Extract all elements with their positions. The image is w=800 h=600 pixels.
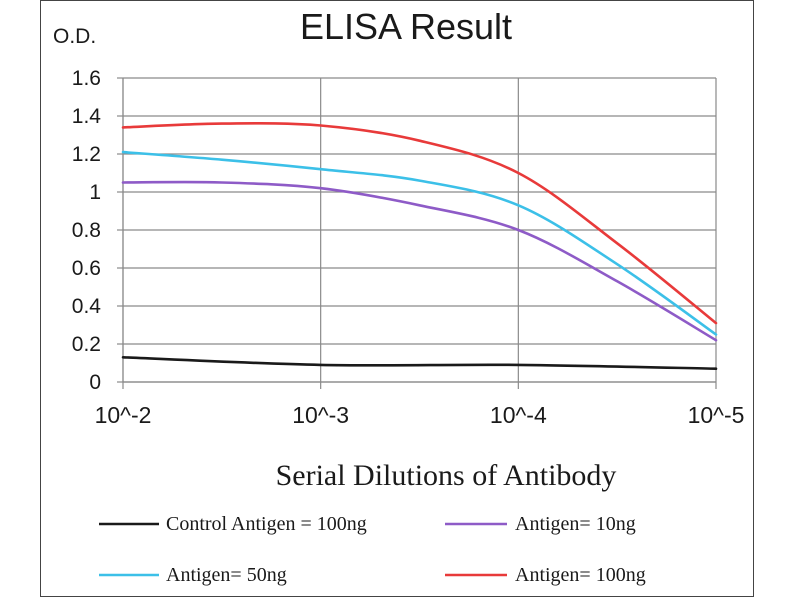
y-tick-label: 0.8 [72, 219, 101, 242]
legend-label: Control Antigen = 100ng [166, 513, 367, 535]
series-line-antigen-100ng [121, 122, 718, 325]
x-axis-label: Serial Dilutions of Antibody [276, 459, 617, 492]
chart-frame: ELISA Result O.D. 0 0.2 0.4 0.6 0.8 1 1.2 1.4 1.… [40, 0, 754, 597]
legend-label: Antigen= 50ng [166, 564, 287, 586]
y-tick-label: 1.6 [72, 67, 101, 90]
x-tick-label: 10^-3 [292, 402, 349, 428]
x-tick-label: 10^-2 [95, 402, 152, 428]
legend: Control Antigen = 100ng Antigen= 10ng Anti… [99, 513, 646, 586]
legend-label: Antigen= 10ng [515, 513, 636, 535]
series-lines [121, 122, 718, 370]
series-line-antigen-10ng [121, 180, 718, 342]
y-axis-label: O.D. [53, 25, 96, 48]
axis-ticks: 0 0.2 0.4 0.6 0.8 1 1.2 1.4 1.6 10^-2 10^-3 10^-4 10… [72, 67, 745, 428]
x-tick-label: 10^-4 [490, 402, 547, 428]
y-tick-label: 0.6 [72, 257, 101, 280]
series-line-control-antigen-100ng [121, 356, 718, 370]
elisa-line-chart: ELISA Result O.D. 0 0.2 0.4 0.6 0.8 1 1.2 1.4 1.… [53, 6, 745, 586]
y-tick-label: 1.4 [72, 105, 102, 128]
y-tick-label: 0.4 [72, 295, 102, 318]
y-tick-label: 1 [89, 181, 101, 204]
legend-item: Control Antigen = 100ng [99, 513, 367, 535]
x-tick-label: 10^-5 [688, 402, 745, 428]
legend-label: Antigen= 100ng [515, 564, 646, 586]
legend-item: Antigen= 50ng [99, 564, 287, 586]
legend-item: Antigen= 10ng [445, 513, 636, 535]
y-tick-label: 1.2 [72, 143, 101, 166]
legend-item: Antigen= 100ng [445, 564, 646, 586]
y-tick-label: 0.2 [72, 333, 101, 356]
series-line-antigen-50ng [121, 150, 718, 336]
y-tick-label: 0 [89, 371, 101, 394]
chart-title: ELISA Result [300, 6, 512, 47]
